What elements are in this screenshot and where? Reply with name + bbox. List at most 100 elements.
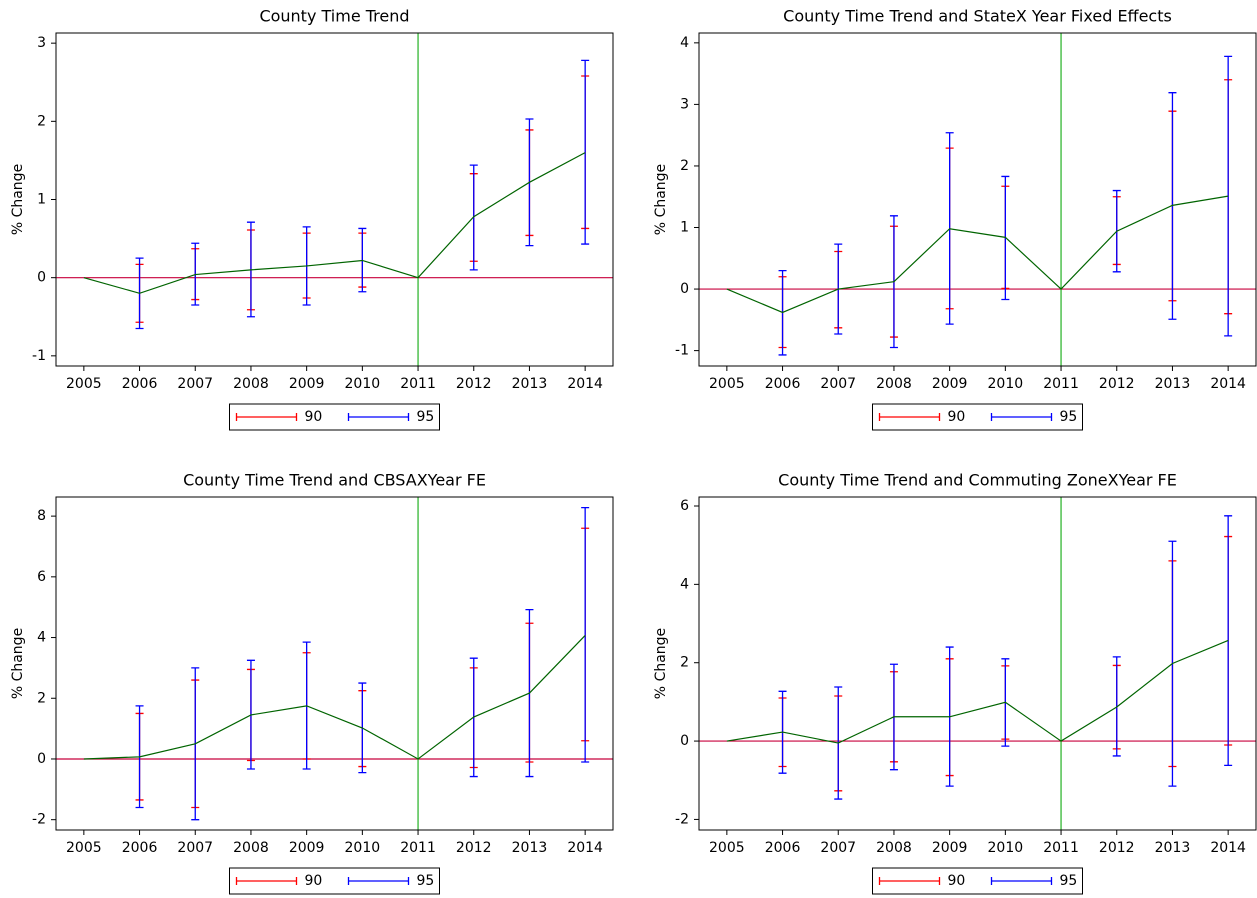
x-tick-label: 2007	[820, 376, 856, 392]
x-tick-label: 2009	[289, 840, 325, 856]
legend-swatch	[347, 877, 410, 885]
y-tick-label: 4	[680, 35, 689, 51]
x-tick-label: 2012	[1099, 376, 1135, 392]
x-tick-label: 2012	[1099, 840, 1135, 856]
error-bar	[581, 506, 590, 763]
x-tick-label: 2007	[820, 840, 856, 856]
legend-label: 90	[305, 873, 323, 889]
y-axis-label: % Change	[653, 164, 669, 235]
chart: County Time Trend and Commuting ZoneXYea…	[653, 471, 1257, 895]
line	[83, 635, 586, 760]
y-tick-label: -1	[675, 343, 689, 359]
legend-swatch	[347, 413, 410, 421]
x-tick-label: 2014	[567, 840, 603, 856]
x-tick-label: 2010	[988, 376, 1024, 392]
y-tick-label: 3	[680, 96, 689, 112]
legend-swatch	[878, 413, 941, 421]
x-tick-label: 2011	[400, 376, 436, 392]
line	[83, 152, 586, 294]
x-tick-label: 2014	[1210, 840, 1246, 856]
error-bar	[1224, 55, 1233, 337]
legend-swatch	[878, 877, 941, 885]
legend-label: 90	[305, 409, 323, 425]
y-tick-label: 0	[37, 270, 46, 286]
plot-frame	[698, 32, 1257, 367]
x-tick-label: 2008	[876, 840, 912, 856]
x-tick-label: 2008	[233, 376, 269, 392]
x-tick-label: 2013	[512, 376, 548, 392]
y-tick-label: 6	[680, 498, 689, 514]
x-tick-label: 2005	[709, 840, 745, 856]
y-tick-label: 2	[37, 690, 46, 706]
y-tick-label: 2	[37, 113, 46, 129]
x-tick-label: 2010	[988, 840, 1024, 856]
y-tick-label: 2	[680, 158, 689, 174]
plot-frame	[55, 32, 614, 367]
x-tick-label: 2011	[1043, 376, 1079, 392]
y-tick-label: 4	[680, 576, 689, 592]
x-tick-label: 2009	[932, 840, 968, 856]
plot-frame	[55, 496, 614, 831]
plot-frame	[698, 496, 1257, 831]
x-tick-label: 2006	[122, 376, 158, 392]
chart-title: County Time Trend	[259, 7, 409, 26]
y-tick-label: 0	[680, 281, 689, 297]
x-tick-label: 2007	[177, 840, 213, 856]
legend-label: 90	[948, 873, 966, 889]
y-tick-label: 1	[37, 192, 46, 208]
chart-title: County Time Trend and StateX Year Fixed …	[783, 7, 1172, 26]
legend-label: 90	[948, 409, 966, 425]
x-tick-label: 2011	[400, 840, 436, 856]
legend-label: 95	[417, 409, 435, 425]
legend-swatch	[990, 877, 1053, 885]
line	[726, 639, 1229, 744]
x-tick-label: 2007	[177, 376, 213, 392]
legend-label: 95	[417, 873, 435, 889]
y-tick-label: 0	[37, 751, 46, 767]
y-axis-label: % Change	[653, 628, 669, 699]
x-tick-label: 2008	[233, 840, 269, 856]
y-axis-label: % Change	[10, 628, 26, 699]
x-tick-label: 2005	[66, 376, 102, 392]
x-tick-label: 2006	[765, 376, 801, 392]
y-tick-label: -1	[32, 348, 46, 364]
x-tick-label: 2013	[512, 840, 548, 856]
x-tick-label: 2014	[567, 376, 603, 392]
legend-label: 95	[1060, 409, 1078, 425]
y-tick-label: 8	[37, 508, 46, 524]
y-tick-label: -2	[675, 811, 689, 827]
x-tick-label: 2012	[456, 376, 492, 392]
x-tick-label: 2014	[1210, 376, 1246, 392]
y-tick-label: 3	[37, 35, 46, 51]
x-tick-label: 2009	[289, 376, 325, 392]
chart: County Time Trend and CBSAXYear FE % Chan…	[10, 471, 614, 895]
legend-swatch	[235, 877, 298, 885]
x-tick-label: 2013	[1155, 376, 1191, 392]
y-tick-label: 6	[37, 569, 46, 585]
legend-swatch	[990, 413, 1053, 421]
x-tick-label: 2005	[709, 376, 745, 392]
x-tick-label: 2005	[66, 840, 102, 856]
y-tick-label: 4	[37, 630, 46, 646]
chart-title: County Time Trend and CBSAXYear FE	[183, 471, 486, 490]
y-axis-label: % Change	[10, 164, 26, 235]
x-tick-label: 2010	[345, 376, 381, 392]
legend-swatch	[235, 413, 298, 421]
y-tick-label: -2	[32, 812, 46, 828]
legend-label: 95	[1060, 873, 1078, 889]
x-tick-label: 2012	[456, 840, 492, 856]
x-tick-label: 2011	[1043, 840, 1079, 856]
line	[726, 195, 1229, 314]
x-tick-label: 2013	[1155, 840, 1191, 856]
y-tick-label: 2	[680, 655, 689, 671]
chart-title: County Time Trend and Commuting ZoneXYea…	[778, 471, 1177, 490]
y-tick-label: 1	[680, 220, 689, 236]
x-tick-label: 2009	[932, 376, 968, 392]
chart: County Time Trend and StateX Year Fixed …	[653, 7, 1257, 431]
x-tick-label: 2006	[765, 840, 801, 856]
chart: County Time Trend % Change -1 0 1 2 3 2005 2006 2…	[10, 7, 614, 431]
x-tick-label: 2010	[345, 840, 381, 856]
x-tick-label: 2006	[122, 840, 158, 856]
